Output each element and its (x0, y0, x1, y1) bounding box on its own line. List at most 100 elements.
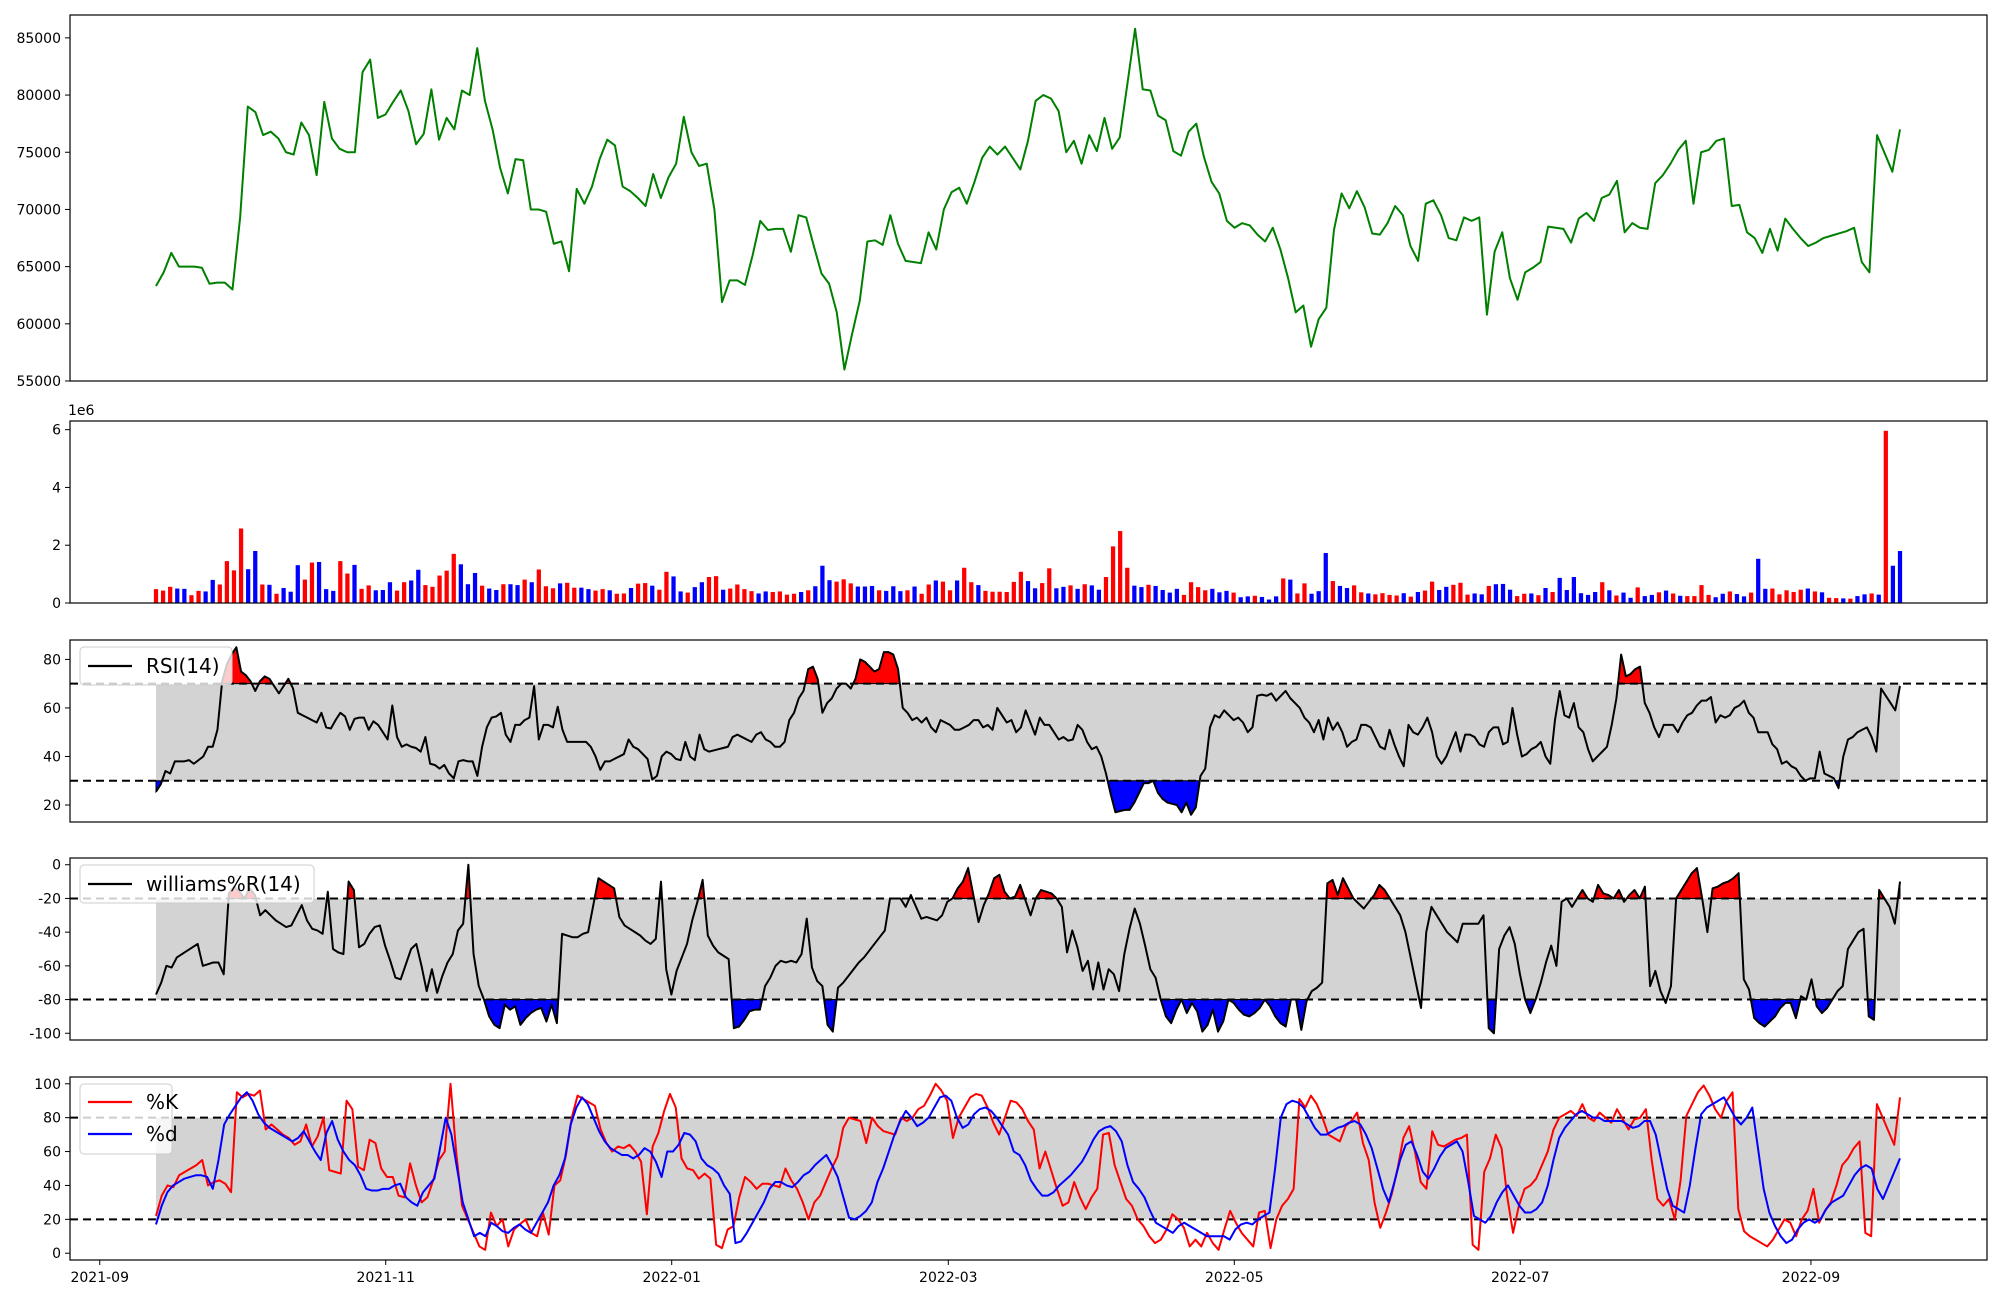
volume-bar (834, 581, 839, 603)
volume-bar (678, 591, 683, 603)
volume-bar (1812, 591, 1818, 603)
volume-bar (267, 584, 272, 603)
volume-bar (1883, 430, 1888, 603)
rsi-legend-label: RSI(14) (146, 654, 220, 678)
volume-bar (515, 585, 520, 603)
volume-bar (791, 593, 797, 603)
volume-bar (1238, 597, 1243, 603)
williams-ytick-label: -80 (38, 993, 61, 1009)
volume-bar (919, 593, 924, 603)
williams-legend-label: williams%R(14) (146, 872, 301, 896)
volume-bar (1380, 593, 1385, 603)
rsi-ytick-label: 80 (43, 652, 61, 668)
volume-bar (231, 570, 237, 603)
stochastic-ytick-label: 20 (43, 1212, 61, 1228)
volume-bar (458, 564, 463, 603)
volume-bar (543, 586, 549, 603)
volume-bar (210, 579, 215, 603)
volume-bar (940, 581, 946, 603)
volume-bar (1628, 597, 1633, 603)
volume-bar (1564, 590, 1569, 603)
price-ytick-label: 65000 (16, 260, 61, 276)
volume-bar (1777, 594, 1782, 603)
volume-bar (1359, 592, 1364, 603)
williams-plot (70, 863, 1987, 1035)
volume-bar (1231, 592, 1236, 603)
volume-bar (1018, 571, 1024, 603)
volume-bar (430, 586, 435, 603)
volume-bar (387, 582, 393, 603)
volume-bar (1798, 589, 1803, 603)
volume-bar (1770, 588, 1775, 603)
volume-bar (607, 590, 612, 603)
volume-bar (706, 577, 712, 603)
volume-bar (274, 593, 279, 603)
volume-bar (1656, 592, 1662, 603)
volume-bar (1408, 596, 1413, 603)
volume-bar (1054, 588, 1059, 603)
williams-ytick-label: -20 (38, 891, 61, 907)
volume-bar (472, 572, 478, 603)
volume-bar (1621, 592, 1626, 603)
volume-bar (182, 588, 187, 603)
volume-bar (1351, 585, 1357, 603)
price-ytick-label: 80000 (16, 88, 61, 104)
volume-bar (983, 590, 988, 603)
volume-bar (288, 591, 293, 603)
volume-bar (1890, 565, 1896, 603)
volume-bar (1649, 594, 1654, 603)
volume-bar (1330, 581, 1335, 603)
stochastic-ytick-label: 60 (43, 1145, 61, 1161)
volume-bar (1862, 594, 1867, 603)
volume-bar (1004, 592, 1009, 603)
volume-bar (394, 590, 400, 603)
volume-bar (416, 569, 421, 603)
volume-bar (1125, 567, 1130, 603)
volume-bar (1706, 594, 1711, 603)
date-tick-label: 2022-01 (642, 1270, 701, 1286)
volume-bar (1217, 592, 1222, 603)
volume-bar (1763, 588, 1768, 603)
volume-bar (763, 591, 768, 603)
volume-bar (862, 586, 868, 603)
stochastic-frame (69, 1076, 1988, 1261)
volume-bar (1472, 593, 1477, 603)
volume-bar (770, 592, 775, 603)
stochastic-ytick-label: 0 (52, 1246, 61, 1262)
volume-bar (1671, 593, 1676, 603)
volume-bar (1181, 594, 1187, 603)
date-tick-label: 2022-07 (1491, 1270, 1550, 1286)
d-legend-label: %d (146, 1122, 178, 1146)
volume-bar (933, 580, 938, 603)
volume-bar (976, 585, 981, 603)
volume-bar (1188, 582, 1194, 603)
volume-bar (1713, 597, 1718, 603)
volume-bar (1699, 585, 1704, 603)
volume-bar (1642, 596, 1647, 603)
volume-bar (352, 564, 357, 603)
volume-bar (1337, 585, 1343, 603)
k-legend-label: %K (146, 1090, 179, 1114)
volume-bar (1479, 594, 1484, 603)
volume-bar (650, 585, 655, 603)
volume-bar (175, 588, 180, 603)
volume-bar (990, 591, 995, 603)
williams-panel: -100 -80 -60 -40 -20 0 williams%R(14) (29, 857, 1988, 1042)
price-frame (69, 14, 1988, 382)
volume-bar (189, 595, 194, 603)
volume-bar (1153, 585, 1158, 603)
volume-bar (593, 590, 598, 603)
volume-bar (891, 586, 896, 603)
williams-ytick-label: -40 (38, 925, 61, 941)
volume-bar (1174, 588, 1179, 603)
volume-bar (997, 591, 1002, 603)
volume-bar (1429, 581, 1435, 603)
volume-bar (1146, 584, 1151, 603)
volume-bar (345, 573, 350, 603)
date-tick-label: 2022-09 (1782, 1270, 1841, 1286)
volume-bar (1103, 577, 1109, 603)
volume-bar (1323, 553, 1328, 603)
volume-bar (260, 584, 265, 603)
stochastic-plot (70, 1082, 1987, 1251)
volume-ytick-label: 6 (52, 423, 61, 439)
